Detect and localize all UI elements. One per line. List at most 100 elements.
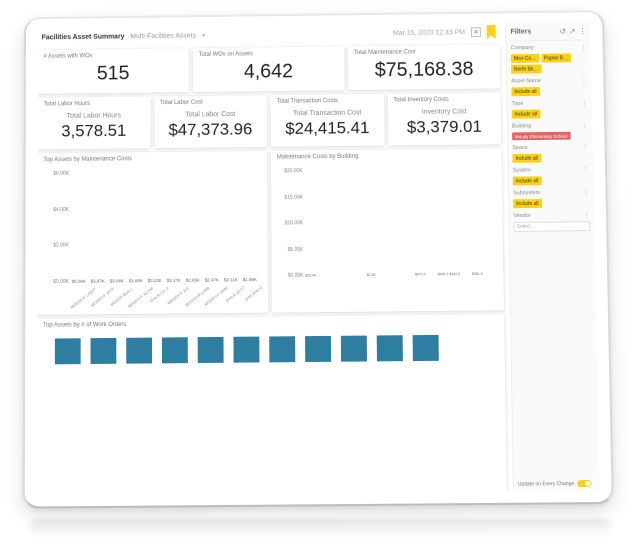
bar[interactable]: $442.0 <box>438 272 449 277</box>
bar[interactable] <box>233 337 259 363</box>
filter-group: Space⋮ Include all <box>512 143 589 163</box>
bar[interactable]: $3.17KMOODY-F 311 <box>166 278 182 284</box>
bar[interactable] <box>341 336 367 362</box>
more-icon[interactable]: ⋮ <box>579 27 587 36</box>
filter-group: System⋮ Include all <box>513 166 590 186</box>
menu-icon[interactable]: ≡ <box>471 27 481 37</box>
filter-more-icon[interactable]: ⋮ <box>583 211 590 219</box>
kpi-value: 4,642 <box>199 60 339 84</box>
kpi-card: Total Labor Cost Total Labor Cost $47,37… <box>154 95 267 148</box>
bar[interactable]: $3.97KMOODY-F 2075 <box>90 279 106 285</box>
bar[interactable] <box>334 277 338 278</box>
bar[interactable]: $442.0 <box>449 272 460 277</box>
filter-more-icon[interactable]: ⋮ <box>582 143 589 151</box>
tablet-frame: Facilities Asset Summary Multi-Facilitie… <box>23 10 614 508</box>
bar[interactable] <box>377 277 381 278</box>
chart-top-assets-wo: Top Assets by # of Work Orders <box>37 314 507 494</box>
bar[interactable]: $3.68KMOODY-BUS L <box>109 278 125 284</box>
chart-top-assets-cost: Top Assets by Maintenance Costs $6.00K$4… <box>37 151 268 315</box>
filter-chip[interactable]: Include all <box>512 154 540 163</box>
bar[interactable] <box>323 277 327 278</box>
kpi-value: 3,578.51 <box>43 121 144 142</box>
update-toggle[interactable] <box>577 480 591 487</box>
bar[interactable] <box>393 277 397 278</box>
bar[interactable] <box>361 277 365 278</box>
bar[interactable] <box>432 276 436 277</box>
filter-group: Type⋮ Include all <box>512 99 589 118</box>
update-toggle-row[interactable]: Update on Every Change <box>518 480 596 488</box>
filters-panel: Filters ↺ ↗ ⋮ Company⋮ Moo Co…Poplar B…N… <box>505 22 599 491</box>
bar[interactable]: $2.11KZHS-A-22-27 <box>223 277 239 283</box>
bar[interactable] <box>91 338 117 364</box>
bar[interactable] <box>461 276 465 277</box>
bar[interactable] <box>356 277 360 278</box>
filter-more-icon[interactable]: ⋮ <box>581 122 588 130</box>
bar[interactable]: $361.0 <box>472 272 483 277</box>
breadcrumb[interactable]: Multi-Facilities Assets <box>130 32 196 40</box>
kpi-card: Total Transaction Costs Total Transactio… <box>271 94 384 147</box>
filter-more-icon[interactable]: ⋮ <box>583 189 590 197</box>
bar[interactable]: $1.5K <box>367 273 376 278</box>
filter-more-icon[interactable]: ⋮ <box>582 166 589 174</box>
reset-icon[interactable]: ↺ <box>559 27 566 36</box>
bar[interactable] <box>377 335 403 361</box>
filter-more-icon[interactable]: ⋮ <box>580 77 587 85</box>
bar[interactable]: $5.08KMOODY-F LIGHT <box>71 279 87 285</box>
bar[interactable] <box>489 276 493 277</box>
bar[interactable] <box>328 277 332 278</box>
bar[interactable] <box>467 276 471 277</box>
filter-chip[interactable]: Include all <box>513 176 541 185</box>
filter-more-icon[interactable]: ⋮ <box>580 43 587 51</box>
bar[interactable]: $472.0 <box>415 272 426 277</box>
bar[interactable] <box>55 338 81 364</box>
bar[interactable]: $3.22KCHICK-CF-3 <box>147 278 163 284</box>
filter-chip[interactable]: Moody Elementary School <box>512 132 570 141</box>
filters-title: Filters <box>510 29 531 36</box>
bar[interactable] <box>484 276 488 277</box>
page-title: Facilities Asset Summary <box>42 33 125 41</box>
filter-chip[interactable]: North Bir… <box>511 65 542 74</box>
kpi-value: $3,379.01 <box>394 117 496 138</box>
filter-chip[interactable]: Moo Co… <box>511 54 539 63</box>
bar[interactable]: $2.65KMOODY-PLUMB <box>185 278 201 284</box>
bar[interactable] <box>404 277 408 278</box>
bar[interactable] <box>410 276 414 277</box>
bar[interactable] <box>382 277 386 278</box>
bar[interactable] <box>318 277 322 278</box>
kpi-card: Total Inventory Costs Inventory Cost $3,… <box>387 92 501 145</box>
filter-chip[interactable]: Poplar B… <box>541 53 571 62</box>
filter-chip[interactable]: Include all <box>513 199 541 208</box>
bar[interactable] <box>345 277 349 278</box>
kpi-value: $75,168.38 <box>354 58 494 82</box>
filter-group: Vendor⋮ Select… <box>513 211 590 232</box>
bar[interactable]: $20.0K <box>306 273 317 278</box>
bar[interactable] <box>269 336 295 362</box>
bar[interactable] <box>339 277 343 278</box>
bar[interactable] <box>388 277 392 278</box>
bar[interactable]: $2.47KMOODY-F 2440 <box>204 277 220 283</box>
bar[interactable] <box>198 337 224 363</box>
filter-chip[interactable]: Include all <box>511 87 539 96</box>
kpi-value: 515 <box>44 62 183 86</box>
bar[interactable]: $1.99KZHS-AHU-2 <box>242 277 258 283</box>
kpi-card: Total Labor Hours Total Labor Hours 3,57… <box>37 96 150 149</box>
chart-cost-by-building: Maintenance Costs by Building $20.00K$15… <box>271 148 504 312</box>
bar[interactable] <box>350 277 354 278</box>
bookmark-icon[interactable] <box>487 25 496 39</box>
bar[interactable] <box>427 276 431 277</box>
bar[interactable] <box>162 337 188 363</box>
filter-more-icon[interactable]: ⋮ <box>581 99 588 107</box>
dashboard-main: Facilities Asset Summary Multi-Facilitie… <box>37 23 507 494</box>
bar[interactable] <box>413 335 439 361</box>
kpi-card: Total Maintenance Cost $75,168.38 <box>348 45 501 91</box>
bar[interactable]: $3.68KMOODY-F ALTIM <box>128 278 144 284</box>
kpi-value: $47,373.96 <box>160 120 261 141</box>
bar[interactable] <box>305 336 331 362</box>
expand-icon[interactable]: ↗ <box>569 27 576 36</box>
filter-chip[interactable]: Include all <box>512 110 540 119</box>
filter-group: Building⋮ Moody Elementary School <box>512 122 589 141</box>
kpi-card: # Assets with WOs 515 <box>38 48 189 94</box>
bar[interactable] <box>126 338 152 364</box>
bar[interactable] <box>399 277 403 278</box>
filter-group: Asset Name⋮ Include all <box>511 77 588 96</box>
